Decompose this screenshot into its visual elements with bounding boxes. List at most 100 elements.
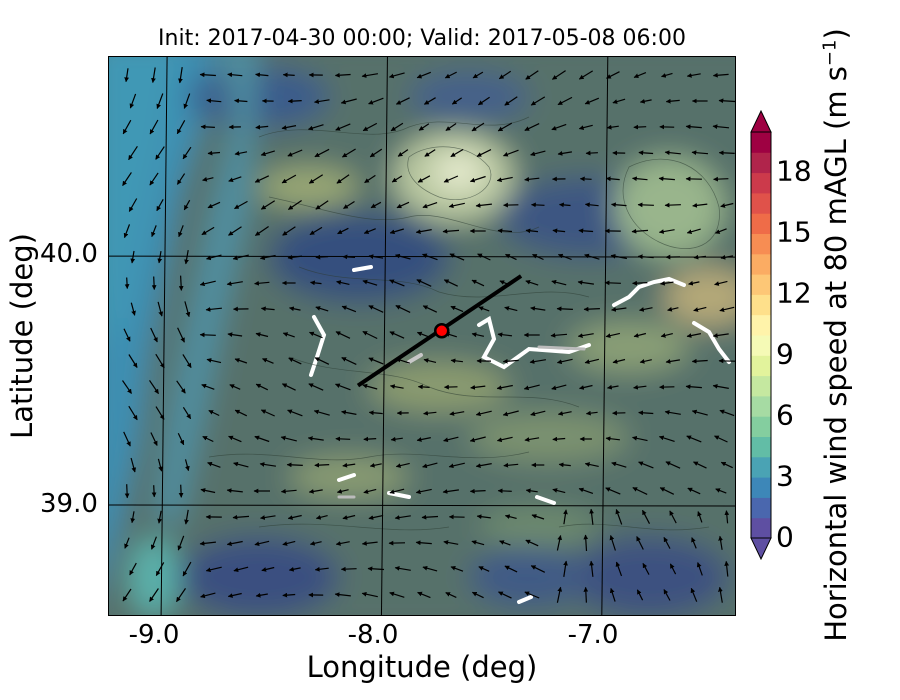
colorbar — [750, 110, 772, 560]
wind-vector-arrow — [478, 96, 490, 106]
wind-vector-arrow — [691, 537, 697, 549]
wind-vector-arrow — [416, 437, 431, 442]
wind-vector-arrow — [503, 149, 519, 157]
wind-vector-arrow — [229, 384, 241, 390]
wind-vector-arrow — [578, 124, 593, 130]
wind-vector-arrow — [475, 203, 492, 208]
wind-vector-arrow — [470, 384, 486, 390]
wind-vector-arrow — [606, 124, 619, 130]
wind-vector-arrow — [424, 149, 436, 157]
wind-vector-arrow — [577, 333, 594, 338]
wind-vector-arrow — [445, 592, 457, 598]
wind-vector-arrow — [254, 280, 270, 286]
wind-vector-arrow — [712, 384, 729, 389]
wind-vector-arrow — [254, 435, 270, 443]
wind-speed-map — [109, 57, 735, 615]
wind-vector-arrow — [475, 410, 492, 417]
wind-vector-arrow — [664, 202, 681, 208]
wind-vector-arrow — [632, 487, 648, 495]
wind-vector-arrow — [395, 305, 411, 313]
wind-vector-arrow — [638, 150, 654, 156]
wind-vector-arrow — [714, 280, 728, 286]
wind-vector-arrow — [234, 409, 248, 417]
colorbar-bin — [751, 416, 771, 437]
wind-vector-arrow — [718, 586, 723, 603]
wind-vector-arrow — [255, 72, 269, 78]
wind-vector-arrow — [362, 122, 378, 132]
wind-vector-arrow — [341, 357, 357, 365]
wind-vector-arrow — [525, 539, 539, 547]
wind-vector-arrow — [206, 254, 222, 261]
wind-vector-arrow — [504, 306, 518, 312]
wind-vector-arrow — [563, 560, 568, 577]
wind-vector-arrow — [234, 200, 248, 210]
wind-vector-arrow — [183, 93, 191, 109]
wind-vector-arrow — [557, 96, 573, 106]
wind-vector-arrow — [639, 307, 653, 312]
wind-vector-arrow — [286, 462, 303, 468]
wind-vector-arrow — [130, 302, 136, 316]
wind-vector-arrow — [183, 199, 191, 211]
wind-vector-arrow — [340, 98, 357, 105]
wind-vector-arrow — [496, 384, 513, 391]
wind-vector-arrow — [361, 591, 378, 598]
wind-vector-arrow — [208, 409, 220, 417]
wind-vector-arrow — [280, 435, 297, 442]
wind-vector-arrow — [336, 174, 350, 184]
wind-vector-arrow — [610, 253, 628, 260]
wind-vector-arrow — [232, 514, 250, 520]
wind-vector-arrow — [443, 540, 459, 545]
wind-vector-arrow — [606, 71, 620, 79]
wind-vector-arrow — [450, 148, 464, 158]
wind-vector-arrow — [389, 228, 404, 235]
wind-vector-arrow — [450, 566, 464, 572]
wind-vector-arrow — [476, 514, 491, 520]
colorbar-bin — [751, 395, 771, 417]
wind-vector-arrow — [578, 487, 594, 494]
wind-vector-arrow — [530, 565, 546, 573]
wind-vector-arrow — [669, 563, 677, 575]
wind-vector-arrow — [309, 226, 323, 236]
colorbar-extend-min — [750, 537, 772, 560]
wind-vector-arrow — [363, 436, 377, 442]
wind-vector-arrow — [448, 462, 465, 469]
wind-vector-arrow — [525, 280, 539, 286]
wind-vector-arrow — [362, 330, 378, 340]
colorbar-bin — [751, 436, 771, 458]
wind-vector-arrow — [443, 436, 459, 443]
wind-vector-arrow — [176, 380, 186, 394]
wind-vector-arrow — [713, 176, 729, 182]
wind-vector-arrow — [693, 461, 707, 469]
wind-vector-arrow — [124, 68, 130, 83]
colorbar-tick-label: 12 — [776, 276, 812, 310]
colorbar-label: Horizontal wind speed at 80 mAGL (m s−1) — [819, 28, 853, 642]
wind-vector-arrow — [129, 93, 137, 109]
colorbar-bin — [751, 335, 771, 356]
wind-vector-arrow — [552, 228, 566, 234]
wind-vector-arrow — [287, 254, 303, 260]
wind-vector-arrow — [558, 462, 571, 468]
colorbar-bin — [751, 274, 771, 295]
wind-vector-arrow — [686, 435, 702, 443]
wind-vector-arrow — [334, 592, 351, 597]
wind-vector-arrow — [605, 176, 620, 182]
wind-vector-arrow — [184, 249, 189, 265]
wind-vector-arrow — [611, 202, 627, 208]
wind-vector-arrow — [449, 253, 465, 261]
wind-vector-arrow — [226, 281, 243, 286]
wind-vector-arrow — [523, 384, 540, 391]
wind-vector-arrow — [151, 67, 156, 83]
wind-vector-arrow — [388, 72, 405, 79]
wind-vector-arrow — [228, 435, 242, 443]
wind-vector-arrow — [605, 487, 621, 495]
colorbar-bin — [751, 456, 771, 478]
wind-vector-arrow — [150, 327, 158, 343]
wind-vector-arrow — [362, 383, 378, 390]
wind-vector-arrow — [556, 535, 563, 551]
wind-vector-arrow — [658, 229, 675, 234]
wind-vector-arrow — [530, 150, 546, 157]
wind-vector-arrow — [417, 175, 431, 183]
wind-vector-arrow — [718, 98, 735, 104]
wind-vector-arrow — [504, 565, 518, 573]
wind-vector-arrow — [524, 437, 540, 442]
